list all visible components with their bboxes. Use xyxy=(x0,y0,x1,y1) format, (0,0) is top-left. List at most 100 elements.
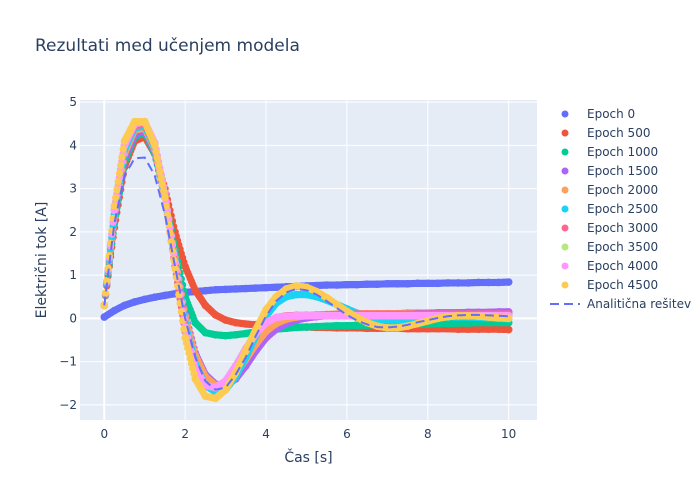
data-point xyxy=(292,290,301,299)
data-point xyxy=(151,141,159,150)
data-point xyxy=(302,323,311,331)
x-tick-label: 0 xyxy=(100,427,108,441)
data-point xyxy=(272,283,280,292)
data-point xyxy=(444,279,452,287)
data-point xyxy=(161,193,169,202)
data-point xyxy=(211,331,220,339)
data-point xyxy=(504,278,513,286)
legend-label: Epoch 3000 xyxy=(587,221,658,235)
data-point xyxy=(272,313,280,322)
data-point xyxy=(363,280,371,289)
series-marker xyxy=(115,169,124,178)
data-point xyxy=(393,311,402,320)
data-point xyxy=(383,311,392,320)
legend-item[interactable]: Epoch 3000 xyxy=(561,221,659,235)
series-marker xyxy=(177,308,185,316)
y-tick-label: −2 xyxy=(59,398,77,412)
data-point xyxy=(464,325,473,333)
series-marker xyxy=(162,202,170,210)
data-point xyxy=(221,316,230,324)
series-marker xyxy=(152,148,160,156)
data-point xyxy=(454,319,462,327)
x-tick-label: 4 xyxy=(262,427,270,441)
data-point xyxy=(322,311,331,320)
data-point xyxy=(343,280,351,289)
data-point xyxy=(373,280,382,289)
data-point xyxy=(171,264,179,273)
legend-item[interactable]: Analitična rešitev xyxy=(550,297,691,311)
data-point xyxy=(424,317,432,325)
y-axis-title: Električni tok [A] xyxy=(34,202,50,319)
data-point xyxy=(403,279,412,288)
legend-item[interactable]: Epoch 4000 xyxy=(561,259,659,273)
x-tick-label: 10 xyxy=(501,427,516,441)
legend-item[interactable]: Epoch 3500 xyxy=(561,240,659,254)
series-10 xyxy=(103,156,509,391)
data-point xyxy=(110,202,119,210)
data-point xyxy=(302,290,311,299)
series-marker xyxy=(180,325,188,333)
data-point xyxy=(504,325,513,334)
data-point xyxy=(120,301,129,310)
data-point xyxy=(130,117,139,126)
data-point xyxy=(140,117,149,126)
y-tick-label: 2 xyxy=(69,225,77,239)
data-point xyxy=(312,322,321,331)
series-marker xyxy=(155,161,163,169)
data-point xyxy=(282,312,291,321)
legend-item[interactable]: Epoch 2500 xyxy=(561,202,659,216)
x-tick-label: 2 xyxy=(181,427,189,441)
data-point xyxy=(454,325,462,333)
data-point xyxy=(181,262,189,271)
data-point xyxy=(231,331,240,339)
legend-label: Epoch 500 xyxy=(587,126,650,140)
data-point xyxy=(292,311,301,320)
data-point xyxy=(191,375,200,383)
ticks: 0 2 4 6 8 10 −2 −1 0 1 2 3 4 5 xyxy=(59,95,516,441)
data-point xyxy=(494,325,503,333)
legend[interactable]: Epoch 0 Epoch 500 Epoch 1000 Epoch 1500 Epoc… xyxy=(550,107,691,311)
legend-marker-swatch xyxy=(561,243,569,251)
data-point xyxy=(302,311,311,320)
legend-item[interactable]: Epoch 4500 xyxy=(561,278,659,292)
legend-item[interactable]: Epoch 2000 xyxy=(561,183,659,197)
data-point xyxy=(373,311,382,320)
data-point xyxy=(343,307,351,316)
data-point xyxy=(231,285,240,293)
series-marker xyxy=(160,187,168,195)
data-point xyxy=(242,347,250,355)
data-point xyxy=(333,311,341,320)
data-point xyxy=(413,311,422,320)
legend-item[interactable]: Epoch 1000 xyxy=(561,145,659,159)
legend-item[interactable]: Epoch 1500 xyxy=(561,164,659,178)
data-point xyxy=(393,279,402,288)
legend-marker-swatch xyxy=(561,205,569,213)
legend-item[interactable]: Epoch 500 xyxy=(561,126,651,140)
data-point xyxy=(242,329,250,338)
data-point xyxy=(191,318,200,327)
data-point xyxy=(424,279,432,288)
data-point xyxy=(484,278,493,287)
data-point xyxy=(434,279,442,288)
data-point xyxy=(322,293,331,302)
y-tick-label: 5 xyxy=(69,95,77,109)
series-layer xyxy=(100,117,513,403)
x-tick-label: 8 xyxy=(424,427,432,441)
legend-item[interactable]: Epoch 0 xyxy=(561,107,636,121)
legend-marker-swatch xyxy=(561,224,569,232)
data-point xyxy=(221,285,230,294)
legend-label: Epoch 4000 xyxy=(587,259,658,273)
data-point xyxy=(464,279,473,287)
legend-label: Epoch 1000 xyxy=(587,145,658,159)
data-point xyxy=(242,320,250,328)
x-tick-label: 6 xyxy=(343,427,351,441)
data-point xyxy=(353,321,361,330)
series-marker xyxy=(118,153,126,161)
data-point xyxy=(211,286,220,294)
data-point xyxy=(120,137,129,145)
legend-label: Epoch 1500 xyxy=(587,164,658,178)
data-point xyxy=(100,313,109,321)
data-point xyxy=(181,334,189,342)
data-point xyxy=(393,324,402,332)
